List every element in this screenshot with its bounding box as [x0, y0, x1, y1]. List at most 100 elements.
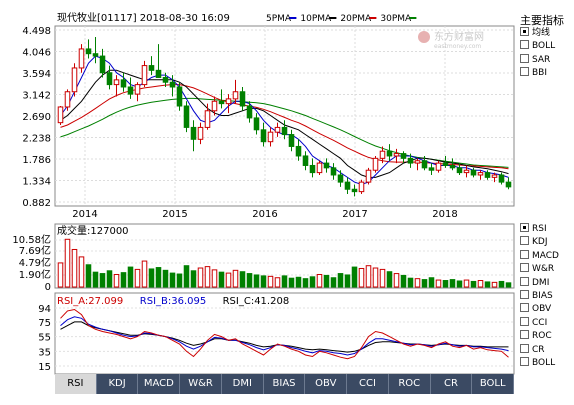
sub-indicator-rsi[interactable]: RSI: [520, 223, 547, 235]
sub-indicator-wr[interactable]: W&R: [520, 263, 554, 275]
year-tick-label: 2016: [252, 209, 277, 220]
volume-bar: [372, 267, 379, 288]
candle-body: [169, 81, 176, 88]
candle-body: [330, 167, 337, 176]
sub-indicator-obv[interactable]: OBV: [520, 303, 551, 315]
tab-obv[interactable]: OBV: [305, 374, 348, 394]
candle-body: [302, 155, 309, 166]
sub-indicator-roc[interactable]: ROC: [520, 330, 552, 342]
price-tick-label: 2.690: [22, 112, 51, 123]
checkbox[interactable]: [520, 357, 529, 366]
candle-body: [505, 181, 512, 188]
candle: [225, 94, 232, 114]
volume-bar: [407, 277, 414, 288]
sub-indicator-cr[interactable]: CR: [520, 343, 545, 356]
sub-indicator-cci[interactable]: CCI: [520, 316, 547, 329]
candle: [449, 158, 456, 171]
rsi-tick-label: 75: [38, 318, 51, 329]
volume-bar: [120, 272, 127, 288]
main-indicator-boll[interactable]: BOLL: [520, 40, 555, 52]
volume-bar: [190, 270, 197, 288]
candle-body: [386, 150, 393, 157]
checkbox[interactable]: [520, 276, 529, 286]
sub-indicator-bias[interactable]: BIAS: [520, 290, 553, 302]
checkbox[interactable]: [520, 67, 529, 77]
candle: [57, 106, 64, 126]
tab-wr[interactable]: W&R: [180, 374, 222, 394]
tab-cci[interactable]: CCI: [347, 374, 389, 394]
tab-dmi[interactable]: DMI: [221, 374, 264, 394]
sub-indicator-macd[interactable]: MACD: [520, 249, 559, 262]
candle: [106, 65, 113, 90]
candle-body: [155, 69, 162, 78]
candle-body: [99, 55, 106, 74]
candle: [71, 63, 78, 97]
volume-bar: [141, 260, 148, 288]
volume-bar: [99, 273, 106, 288]
checkbox[interactable]: [520, 249, 529, 259]
checkbox[interactable]: [520, 223, 529, 232]
candle-body: [218, 100, 225, 105]
candle: [491, 172, 498, 183]
checkbox[interactable]: [520, 53, 529, 63]
candle-body: [204, 110, 211, 128]
tab-roc[interactable]: ROC: [388, 374, 431, 394]
main-indicator-sar[interactable]: SAR: [520, 53, 551, 66]
main-indicator-bbi[interactable]: BBI: [520, 67, 547, 79]
candle-body: [57, 106, 64, 124]
checkbox[interactable]: [520, 316, 529, 326]
checkbox[interactable]: [520, 27, 529, 36]
sub-indicator-boll[interactable]: BOLL: [520, 357, 555, 369]
tab-kdj[interactable]: KDJ: [96, 374, 139, 394]
volume-bar: [463, 279, 470, 288]
candle: [85, 39, 92, 59]
candle-body: [197, 126, 204, 140]
main-indicator-[interactable]: 均线: [520, 27, 550, 39]
checkbox[interactable]: [520, 330, 529, 340]
candle: [288, 129, 295, 152]
tab-macd[interactable]: MACD: [138, 374, 181, 394]
sub-indicator-label: BIAS: [532, 291, 553, 301]
candle-body: [113, 79, 120, 86]
volume-bar: [253, 274, 260, 288]
sub-indicator-kdj[interactable]: KDJ: [520, 236, 548, 248]
checkbox[interactable]: [520, 290, 529, 299]
candle: [162, 72, 169, 87]
checkbox[interactable]: [520, 343, 529, 353]
candle: [351, 184, 358, 197]
year-tick-label: 2014: [72, 209, 97, 220]
candle-body: [246, 105, 253, 119]
main-indicator-title: 主要指标: [520, 14, 564, 27]
sub-indicator-label: DMI: [532, 277, 550, 288]
volume-bar: [176, 273, 183, 288]
checkbox[interactable]: [520, 263, 529, 273]
rsi-tick-label: 35: [38, 347, 51, 358]
candle-body: [85, 48, 92, 55]
candle: [477, 170, 484, 180]
candle: [414, 158, 421, 171]
volume-bar: [162, 269, 169, 288]
volume-bar: [302, 278, 309, 288]
volume-bar: [295, 276, 302, 288]
tab-rsi[interactable]: RSI: [55, 374, 97, 394]
main-indicator-label: BBI: [532, 68, 548, 79]
candle: [330, 163, 337, 180]
candle: [113, 75, 120, 97]
volume-bar: [309, 276, 316, 288]
volume-bar: [204, 266, 211, 288]
checkbox[interactable]: [520, 40, 529, 50]
candle: [323, 158, 330, 173]
candle-body: [267, 131, 274, 143]
tab-cr[interactable]: CR: [430, 374, 473, 394]
checkbox[interactable]: [520, 236, 529, 246]
candle-body: [456, 167, 463, 174]
volume-bar: [477, 280, 484, 288]
tab-boll[interactable]: BOLL: [472, 374, 515, 394]
rsi-panel: [54, 292, 515, 375]
checkbox[interactable]: [520, 303, 529, 313]
candle: [456, 163, 463, 175]
main-indicator-label: SAR: [532, 54, 551, 65]
tab-bias[interactable]: BIAS: [263, 374, 306, 394]
volume-bar: [386, 271, 393, 288]
sub-indicator-dmi[interactable]: DMI: [520, 276, 550, 289]
